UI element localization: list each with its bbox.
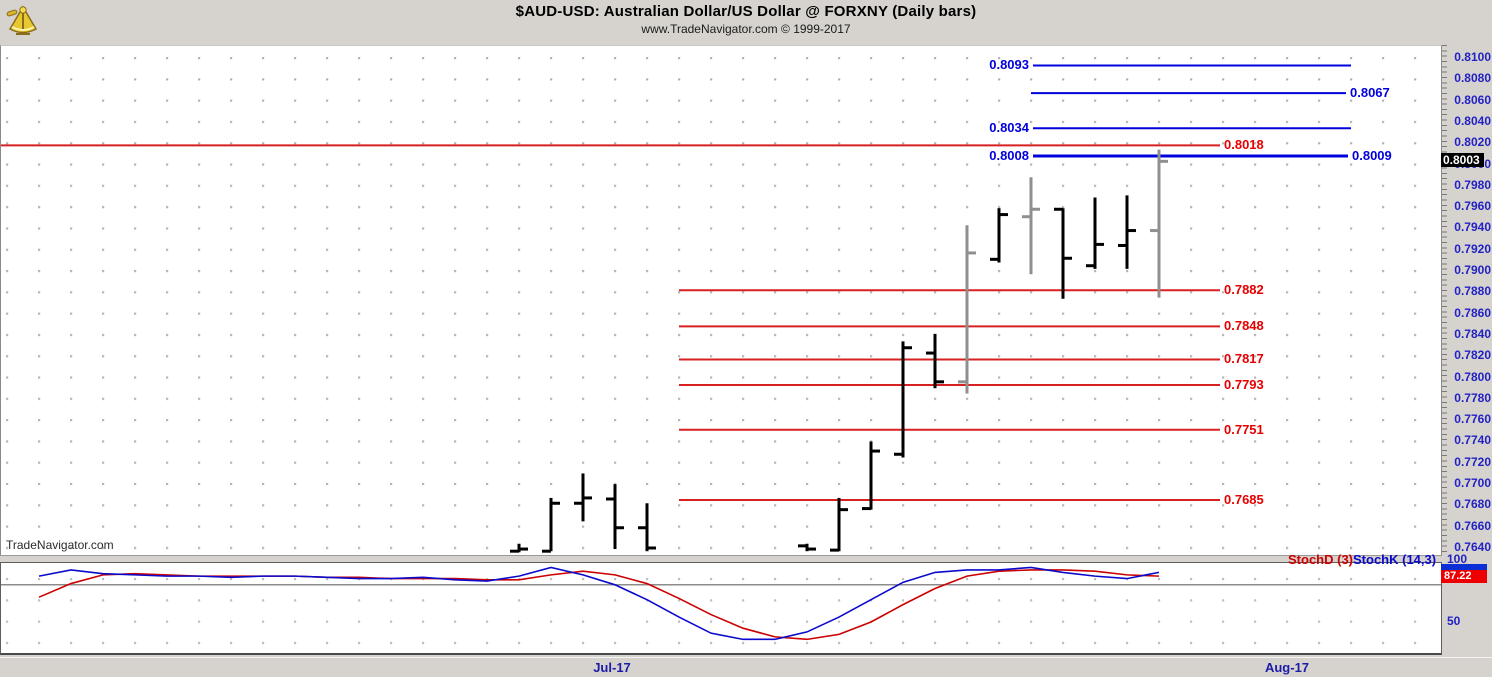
- price-level-label: 0.7882: [1224, 282, 1264, 298]
- price-axis-label: 0.7760: [1454, 412, 1491, 427]
- price-level-label: 0.7685: [1224, 492, 1264, 508]
- price-level-label: 0.8034: [989, 120, 1029, 136]
- price-level-label: 0.8009: [1352, 147, 1392, 163]
- price-axis-label: 0.7980: [1454, 177, 1491, 192]
- price-axis-label: 0.7880: [1454, 284, 1491, 299]
- price-axis-label: 0.7840: [1454, 326, 1491, 341]
- ohlc-bar: [638, 503, 656, 552]
- price-level-label: 0.7793: [1224, 377, 1264, 393]
- price-axis-label: 0.8080: [1454, 71, 1491, 86]
- stoch-k-line: [38, 566, 1160, 641]
- stochastic-canvas: [1, 566, 1441, 641]
- price-axis-label: 0.7660: [1454, 518, 1491, 533]
- price-level-label: 0.8008: [989, 147, 1029, 163]
- ohlc-bar: [1150, 149, 1168, 298]
- price-axis-ruler: [1442, 45, 1447, 556]
- price-axis-label: 0.7960: [1454, 199, 1491, 214]
- price-level-label: 0.8093: [989, 57, 1029, 73]
- ohlc-bar: [1086, 197, 1104, 269]
- watermark: TradeNavigator.com: [6, 538, 114, 552]
- ohlc-bar: [830, 497, 848, 552]
- chart-subtitle: www.TradeNavigator.com © 1999-2017: [641, 22, 851, 36]
- ohlc-bar: [1022, 177, 1040, 275]
- price-level-label: 0.8067: [1350, 85, 1390, 101]
- price-axis-label: 0.7860: [1454, 305, 1491, 320]
- price-level-label: 0.8018: [1224, 137, 1264, 153]
- ohlc-bar: [862, 441, 880, 511]
- price-axis-label: 0.7820: [1454, 348, 1491, 363]
- current-price-box: 0.8003: [1441, 153, 1484, 168]
- price-axis-label: 0.7920: [1454, 241, 1491, 256]
- ohlc-bar: [894, 341, 912, 458]
- price-axis-label: 0.7720: [1454, 454, 1491, 469]
- ohlc-bar: [990, 208, 1008, 263]
- price-axis-label: 0.7800: [1454, 369, 1491, 384]
- stoch-d-value-box: 87.22: [1441, 570, 1487, 583]
- date-axis[interactable]: [0, 657, 1492, 677]
- price-axis-label: 0.7700: [1454, 476, 1491, 491]
- price-axis[interactable]: 0.8003 0.81000.80800.80600.80400.80200.8…: [1441, 45, 1492, 556]
- stochastic-pane[interactable]: [0, 562, 1442, 655]
- price-chart-canvas: [1, 64, 1351, 553]
- price-axis-label: 0.7940: [1454, 220, 1491, 235]
- stoch-d-legend[interactable]: StochD (3): [1288, 552, 1353, 567]
- price-level-label: 0.7817: [1224, 351, 1264, 367]
- ohlc-bar: [542, 497, 560, 553]
- sextant-icon: [6, 5, 38, 35]
- ohlc-bar: [1118, 195, 1136, 269]
- date-axis-label: Aug-17: [1264, 660, 1310, 675]
- price-axis-label: 0.7740: [1454, 433, 1491, 448]
- stoch-k-value-box: [1441, 564, 1487, 570]
- ohlc-bar: [1054, 207, 1072, 299]
- stoch-d-line: [38, 569, 1160, 641]
- stoch-k-legend[interactable]: StochK (14,3): [1353, 552, 1437, 567]
- ohlc-bar: [958, 225, 976, 394]
- ohlc-bar: [606, 484, 624, 550]
- price-level-label: 0.7751: [1224, 421, 1264, 437]
- price-axis-label: 0.7780: [1454, 390, 1491, 405]
- price-axis-label: 0.7680: [1454, 497, 1491, 512]
- chart-title: $AUD-USD: Australian Dollar/US Dollar @ …: [515, 3, 977, 20]
- price-axis-label: 0.7900: [1454, 263, 1491, 278]
- price-level-label: 0.7848: [1224, 318, 1264, 334]
- stoch-axis-label: 100: [1447, 552, 1468, 566]
- date-axis-label: Jul-17: [593, 660, 631, 675]
- price-axis-label: 0.8040: [1454, 113, 1491, 128]
- ohlc-bar: [574, 473, 592, 522]
- stoch-axis-label: 50: [1447, 614, 1461, 628]
- price-axis-label: 0.8060: [1454, 92, 1491, 107]
- ohlc-bar: [798, 543, 816, 552]
- price-axis-label: 0.7640: [1454, 539, 1491, 554]
- ohlc-bar: [510, 543, 528, 553]
- price-chart-pane[interactable]: TradeNavigator.com 0.8093 0.8067 0.8034 0.8…: [0, 45, 1442, 556]
- ohlc-bar: [926, 333, 944, 389]
- price-axis-label: 0.8100: [1454, 50, 1491, 64]
- price-axis-label: 0.8020: [1454, 135, 1491, 150]
